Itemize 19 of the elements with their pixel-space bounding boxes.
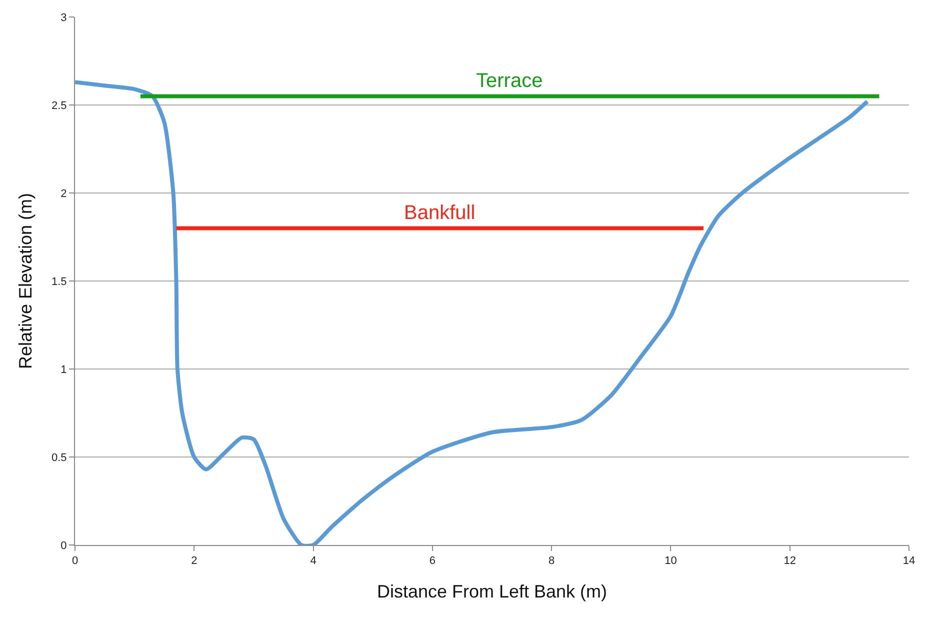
y-tick-label: 0.5 [52,452,67,464]
x-tick-label: 4 [310,555,316,568]
x-tick-label: 6 [429,555,436,568]
y-axis-title: Relative Elevation (m) [16,192,36,370]
x-tick-label: 2 [191,555,198,568]
y-tick-label: 3 [60,12,67,24]
x-axis-title: Distance From Left Bank (m) [376,581,608,602]
y-tick-label: 2.5 [52,100,67,112]
y-tick-label: 2 [60,188,67,200]
series-label: Bankfull [404,202,476,224]
series-label: Terrace [476,70,543,92]
y-tick-label: 0 [60,540,67,552]
x-tick-label: 12 [784,555,796,568]
y-tick-label: 1.5 [52,276,67,288]
x-tick-label: 8 [548,555,555,568]
x-tick-label: 14 [902,555,916,568]
x-tick-label: 10 [664,555,677,568]
y-tick-label: 1 [60,364,67,376]
x-tick-label: 0 [72,555,78,568]
